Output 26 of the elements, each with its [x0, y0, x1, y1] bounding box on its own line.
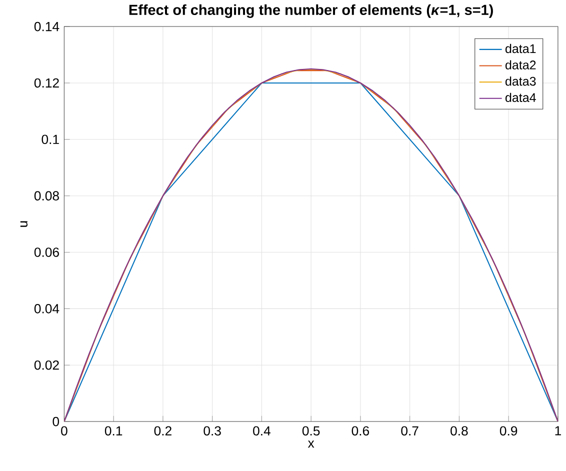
y-tick-label: 0.04	[34, 304, 60, 314]
legend-label: data3	[506, 76, 536, 86]
y-tick-label: 0	[52, 416, 60, 426]
x-tick-label: 0	[61, 426, 68, 436]
y-tick-label: 0.02	[34, 360, 59, 370]
y-tick-label: 0.12	[34, 78, 59, 88]
x-tick-label: 0.3	[204, 426, 221, 436]
x-axis-title: x	[308, 440, 314, 448]
x-tick-label: 0.6	[352, 426, 370, 436]
legend-label: data1	[506, 44, 536, 54]
chart-title: Effect of changing the number of elements (κ=1, s=1)	[129, 4, 493, 18]
x-tick-label: 0.5	[302, 426, 320, 436]
x-tick-label: 0.7	[401, 426, 418, 436]
y-axis-title: u	[20, 221, 28, 227]
x-tick-label: 1	[555, 426, 561, 436]
x-tick-label: 0.9	[500, 426, 518, 436]
legend-label: data4	[506, 92, 536, 102]
y-tick-label: 0.14	[34, 22, 60, 32]
y-tick-label: 0.06	[34, 248, 59, 257]
x-tick-label: 0.4	[253, 426, 270, 436]
y-tick-label: 0.1	[42, 134, 59, 144]
legend-label: data2	[506, 60, 536, 70]
y-tick-label: 0.08	[34, 191, 59, 201]
x-tick-label: 0.1	[104, 426, 122, 436]
x-tick-label: 0.2	[154, 426, 172, 436]
x-tick-label: 0.8	[450, 426, 468, 436]
